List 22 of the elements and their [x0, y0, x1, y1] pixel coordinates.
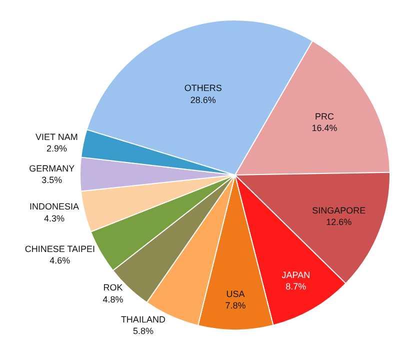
data-label: 12.6%: [326, 217, 352, 228]
slice-label: ROK: [103, 282, 123, 293]
slice-label: GERMANY: [29, 163, 75, 174]
slice-label: INDONESIA: [29, 202, 80, 212]
data-label: 4.6%: [50, 255, 70, 266]
data-label: 2.9%: [46, 144, 67, 154]
slice-label: THAILAND: [120, 314, 166, 325]
slice-label: CHINESE TAIPEI: [24, 244, 96, 254]
data-label: 3.5%: [42, 175, 62, 186]
slice-label: OTHERS: [184, 83, 222, 94]
data-label: 8.7%: [286, 282, 306, 292]
slice-label: JAPAN: [282, 270, 310, 280]
slice-label: SINGAPORE: [312, 206, 366, 216]
data-label: 4.3%: [44, 213, 65, 224]
data-label: 28.6%: [190, 94, 216, 105]
slice-label: PRC: [314, 111, 334, 122]
slice-label: VIET NAM: [36, 132, 78, 142]
data-label: 5.8%: [132, 326, 154, 336]
data-label: 4.8%: [102, 294, 124, 304]
data-label: 16.4%: [312, 123, 338, 134]
slice-label: USA: [226, 288, 245, 299]
data-label: 7.8%: [225, 300, 246, 311]
